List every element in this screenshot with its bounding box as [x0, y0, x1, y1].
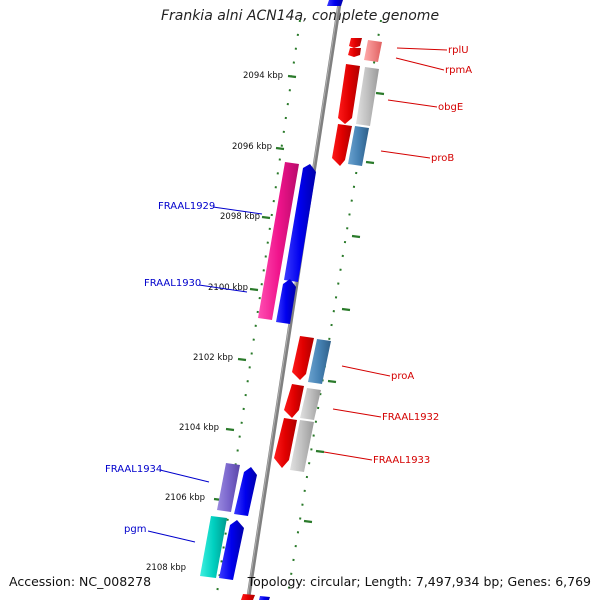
gene-proA-steel	[308, 339, 331, 384]
accession-text: Accession: NC_008278	[9, 574, 152, 589]
tick-label: 2108 kbp	[146, 563, 186, 573]
gene-label-rpmA: rpmA	[445, 65, 472, 76]
map-title: Frankia alni ACN14a, complete genome	[160, 8, 440, 24]
genome-backbone	[246, 0, 342, 600]
gene-label-pgm: pgm	[124, 524, 146, 535]
tick-label: 2100 kbp	[208, 283, 248, 293]
gene-proB	[332, 124, 352, 166]
gene-FRAAL1932-grey	[300, 388, 321, 420]
gene-pgm	[219, 520, 244, 580]
gene-rplU-pseudo	[364, 40, 382, 62]
right-gene-labels: rplU rpmA obgE proB proA FRAAL1932 FRAAL…	[323, 45, 472, 466]
gene-label-FRAAL1933: FRAAL1933	[373, 455, 430, 466]
gene-label-obgE: obgE	[438, 102, 463, 113]
gene-FRAAL1934-purple	[217, 463, 240, 512]
gene-FRAAL1932	[284, 384, 304, 418]
gene-obgE-grey	[356, 67, 379, 126]
tick-label: 2096 kbp	[232, 142, 272, 152]
gene-FRAAL1929-pink	[258, 162, 299, 320]
left-gene-labels: FRAAL1929 FRAAL1930 FRAAL1934 pgm	[105, 201, 263, 543]
gene-proB-steel	[348, 126, 369, 166]
tick-label: 2102 kbp	[193, 353, 233, 363]
gene-obgE	[338, 64, 360, 124]
gene-FRAAL1930	[276, 279, 296, 324]
gene-FRAAL1933	[274, 418, 297, 468]
tick-label: 2106 kbp	[165, 493, 205, 503]
tick-label: 2098 kbp	[220, 212, 260, 222]
gene-pgm-cyan	[200, 516, 227, 578]
gene-FRAAL1933-grey	[290, 420, 314, 472]
ruler-ticks	[201, 74, 385, 572]
gene-label-proB: proB	[431, 153, 454, 164]
gene-FRAAL1934	[234, 467, 257, 516]
gene-label-FRAAL1932: FRAAL1932	[382, 412, 439, 423]
gene-rplU	[349, 38, 362, 48]
gene-label-proA: proA	[391, 371, 414, 382]
tick-label: 2104 kbp	[179, 423, 219, 433]
reverse-strand-genes	[200, 0, 343, 580]
gene-FRAAL1929	[284, 164, 316, 282]
gene-bottom-red	[241, 594, 255, 600]
forward-strand-genes	[241, 38, 382, 600]
gene-top-blue	[327, 0, 343, 6]
topology-text: Topology: circular; Length: 7,497,934 bp…	[247, 574, 591, 589]
gene-rpmA	[348, 48, 361, 57]
gene-label-FRAAL1934: FRAAL1934	[105, 464, 162, 475]
gene-proA	[292, 336, 314, 380]
tick-label: 2094 kbp	[243, 71, 283, 81]
gene-label-FRAAL1929: FRAAL1929	[158, 201, 215, 212]
gene-bottom-blue	[259, 596, 270, 600]
gene-label-rplU: rplU	[448, 45, 469, 56]
tick-labels: 2094 kbp 2096 kbp 2098 kbp 2100 kbp 2102…	[146, 71, 283, 573]
gene-label-FRAAL1930: FRAAL1930	[144, 278, 201, 289]
